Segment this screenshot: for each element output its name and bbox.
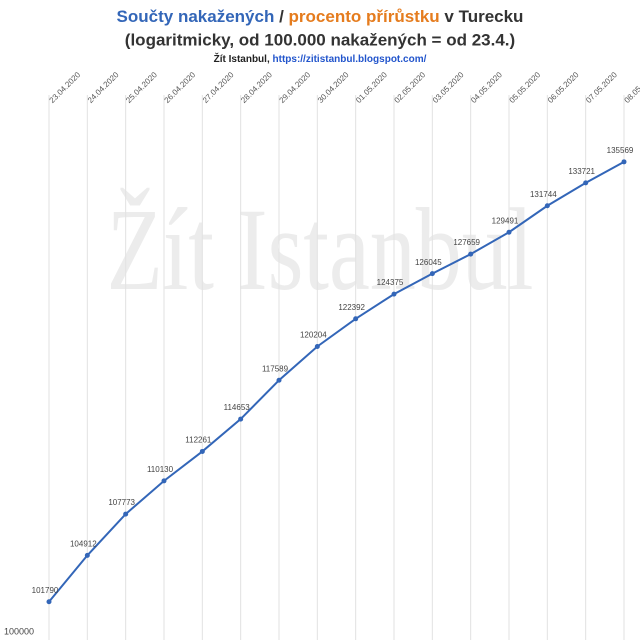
x-tick-label: 08.05.2020: [623, 70, 640, 105]
title-part: /: [279, 7, 284, 26]
data-point: [46, 599, 52, 605]
data-label: 135569: [607, 146, 634, 155]
data-label: 129491: [492, 216, 519, 225]
y-tick-label: 100000: [4, 626, 34, 636]
subtitle: (logaritmicky, od 100.000 nakažených = o…: [125, 30, 515, 49]
x-tick-label: 27.04.2020: [201, 70, 236, 105]
x-tick-label: 03.05.2020: [431, 70, 466, 105]
x-tick-label: 24.04.2020: [86, 70, 121, 105]
data-label: 126045: [415, 258, 442, 267]
x-tick-label: 30.04.2020: [316, 70, 351, 105]
data-point: [123, 511, 129, 517]
title-part: Součty nakažených: [117, 7, 275, 26]
source: Žít Istanbul, https://zitistanbul.blogsp…: [214, 52, 427, 65]
data-point: [84, 552, 90, 558]
data-label: 122392: [338, 303, 365, 312]
data-label: 110130: [147, 465, 174, 474]
x-tick-label: 01.05.2020: [354, 70, 389, 105]
data-label: 124375: [377, 278, 404, 287]
x-tick-label: 26.04.2020: [163, 70, 198, 105]
x-tick-label: 29.04.2020: [278, 70, 313, 105]
series-line: [48, 160, 625, 603]
data-point: [583, 180, 589, 186]
x-tick-label: 28.04.2020: [239, 70, 274, 105]
data-point: [276, 377, 282, 383]
source-text: Žít Istanbul,: [214, 52, 270, 65]
data-point: [468, 251, 474, 257]
data-point: [161, 478, 167, 484]
data-label: 104912: [70, 539, 97, 548]
data-point: [506, 229, 512, 235]
watermark: Žít Istanbul: [107, 184, 534, 314]
data-point: [544, 203, 550, 209]
title-part: v Turecku: [444, 7, 523, 26]
title-part: procento přírůstku: [289, 7, 440, 26]
data-label: 107773: [108, 498, 135, 507]
data-label: 117589: [262, 364, 289, 373]
x-tick-label: 05.05.2020: [508, 70, 543, 105]
data-label: 114653: [224, 403, 251, 412]
plot-area: 100000 23.04.2020 24.04.2020 25.04.2020 26.0…: [4, 70, 640, 640]
data-point: [314, 343, 320, 349]
x-tick-label: 25.04.2020: [124, 70, 159, 105]
data-point: [429, 271, 435, 277]
x-tick-label: 06.05.2020: [546, 70, 581, 105]
data-label: 112261: [185, 436, 212, 445]
chart-title: Součty nakažených / procento přírůstku v…: [117, 7, 524, 26]
source-url[interactable]: https://zitistanbul.blogspot.com/: [273, 54, 427, 65]
data-label: 101790: [32, 586, 59, 595]
data-point: [199, 448, 205, 454]
x-tick-label: 02.05.2020: [393, 70, 428, 105]
x-tick-label: 04.05.2020: [469, 70, 504, 105]
data-point: [238, 416, 244, 422]
data-point: [621, 159, 627, 165]
data-point: [353, 316, 359, 322]
x-tick-label: 07.05.2020: [584, 70, 619, 105]
data-label: 133721: [568, 167, 595, 176]
x-tick-label: 23.04.2020: [48, 70, 83, 105]
data-label: 120204: [300, 331, 327, 340]
data-point: [391, 291, 397, 297]
data-label: 127659: [453, 238, 480, 247]
data-label: 131744: [530, 190, 557, 199]
